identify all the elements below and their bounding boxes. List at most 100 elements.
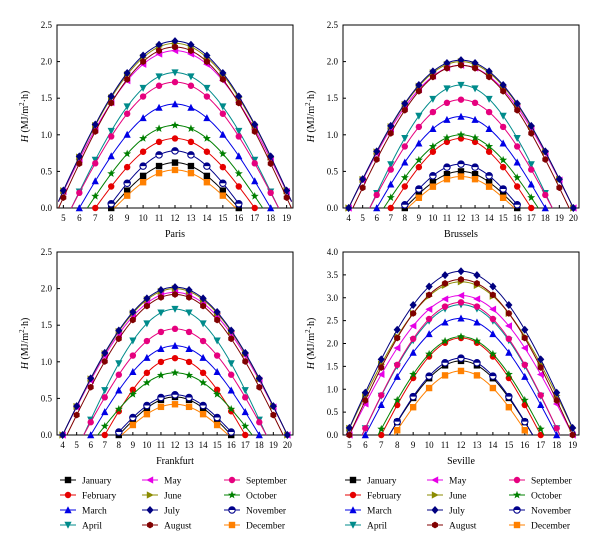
data-point — [139, 172, 147, 180]
data-point — [171, 37, 179, 46]
legend-item-october: October — [509, 490, 562, 502]
data-point — [108, 99, 115, 107]
series-line — [114, 169, 236, 209]
data-point — [401, 106, 408, 114]
data-point — [123, 163, 131, 171]
x-tick-label: 4 — [346, 213, 351, 223]
data-point — [219, 75, 226, 83]
legend-marker — [64, 476, 72, 484]
data-point — [394, 334, 401, 342]
data-point — [155, 162, 163, 170]
data-point — [378, 392, 385, 399]
data-point — [428, 142, 437, 150]
data-point — [129, 352, 137, 359]
data-point — [269, 402, 277, 411]
data-point — [157, 358, 165, 366]
x-tick-label: 16 — [227, 440, 237, 450]
data-point — [415, 194, 423, 201]
data-point — [521, 427, 528, 434]
data-point — [107, 92, 115, 101]
data-point — [213, 390, 222, 398]
series-line — [62, 291, 288, 436]
data-point — [283, 431, 291, 439]
series-march — [87, 341, 263, 439]
data-point — [569, 431, 576, 439]
data-point — [171, 368, 179, 377]
data-point — [457, 130, 465, 139]
x-tick-label: 9 — [131, 440, 136, 450]
data-point — [474, 279, 480, 287]
data-point — [414, 155, 423, 164]
data-point — [156, 371, 165, 379]
legend-label: April — [367, 522, 387, 532]
x-tick-label: 4 — [60, 440, 65, 450]
legend-marker — [349, 476, 357, 484]
data-point — [401, 99, 409, 108]
data-point — [485, 178, 493, 186]
series-april — [70, 69, 280, 209]
y-axis-label-exponent: 2 — [304, 329, 312, 333]
x-tick-label: 11 — [441, 440, 450, 450]
series-september — [369, 96, 553, 209]
data-point — [219, 68, 227, 77]
x-tick-label: 15 — [213, 440, 223, 450]
data-point — [139, 51, 147, 60]
data-point — [76, 189, 83, 197]
data-point — [235, 152, 243, 160]
data-point — [553, 431, 561, 439]
y-tick-label: 0.0 — [41, 203, 53, 213]
data-point — [401, 143, 409, 150]
data-point — [542, 191, 549, 199]
data-point — [471, 85, 479, 93]
legend-label: February — [82, 492, 117, 502]
series-line — [78, 103, 272, 209]
series-line — [407, 176, 515, 209]
data-point — [187, 73, 195, 81]
y-axis-label-exponent: 2 — [18, 102, 26, 106]
data-point — [251, 177, 259, 185]
data-point — [185, 358, 193, 366]
data-point — [187, 40, 195, 49]
x-tick-label: 18 — [541, 213, 551, 223]
data-point — [129, 308, 137, 317]
data-point — [499, 190, 507, 198]
data-point — [346, 431, 353, 439]
data-point — [471, 175, 479, 183]
data-point — [415, 163, 423, 171]
data-point — [499, 112, 507, 120]
data-point — [256, 383, 263, 391]
data-point — [199, 378, 208, 387]
data-point — [157, 285, 165, 294]
legend-label: November — [246, 507, 287, 517]
x-tick-label: 13 — [186, 213, 196, 223]
data-point — [485, 142, 494, 150]
series-august — [58, 43, 292, 209]
data-point — [394, 361, 401, 369]
data-point — [457, 314, 465, 322]
legend-marker — [432, 521, 438, 529]
data-point — [115, 335, 122, 343]
data-point — [504, 370, 513, 378]
data-point — [219, 130, 227, 138]
x-tick-label: 20 — [283, 440, 293, 450]
legend-item-august: August — [142, 522, 192, 532]
data-point — [377, 401, 385, 409]
data-point — [234, 169, 243, 178]
data-point — [227, 404, 236, 413]
data-point — [101, 431, 108, 439]
x-tick-label: 8 — [109, 213, 114, 223]
data-point — [378, 431, 385, 439]
data-point — [59, 431, 67, 439]
data-point — [441, 303, 449, 310]
data-point — [75, 204, 83, 212]
data-point — [171, 159, 179, 166]
data-point — [250, 192, 259, 200]
chart-frankfurt: 4 5 6 7 8 9 10 11 12 13 14 15 16 17 18 19 20 0.0 0.5 1.0 1.5… — [18, 247, 294, 467]
data-point — [527, 180, 535, 188]
legend-item-september: September — [509, 477, 572, 487]
data-point — [513, 99, 521, 108]
data-point — [553, 396, 560, 404]
data-point — [242, 358, 249, 365]
x-tick-label: 6 — [363, 440, 368, 450]
